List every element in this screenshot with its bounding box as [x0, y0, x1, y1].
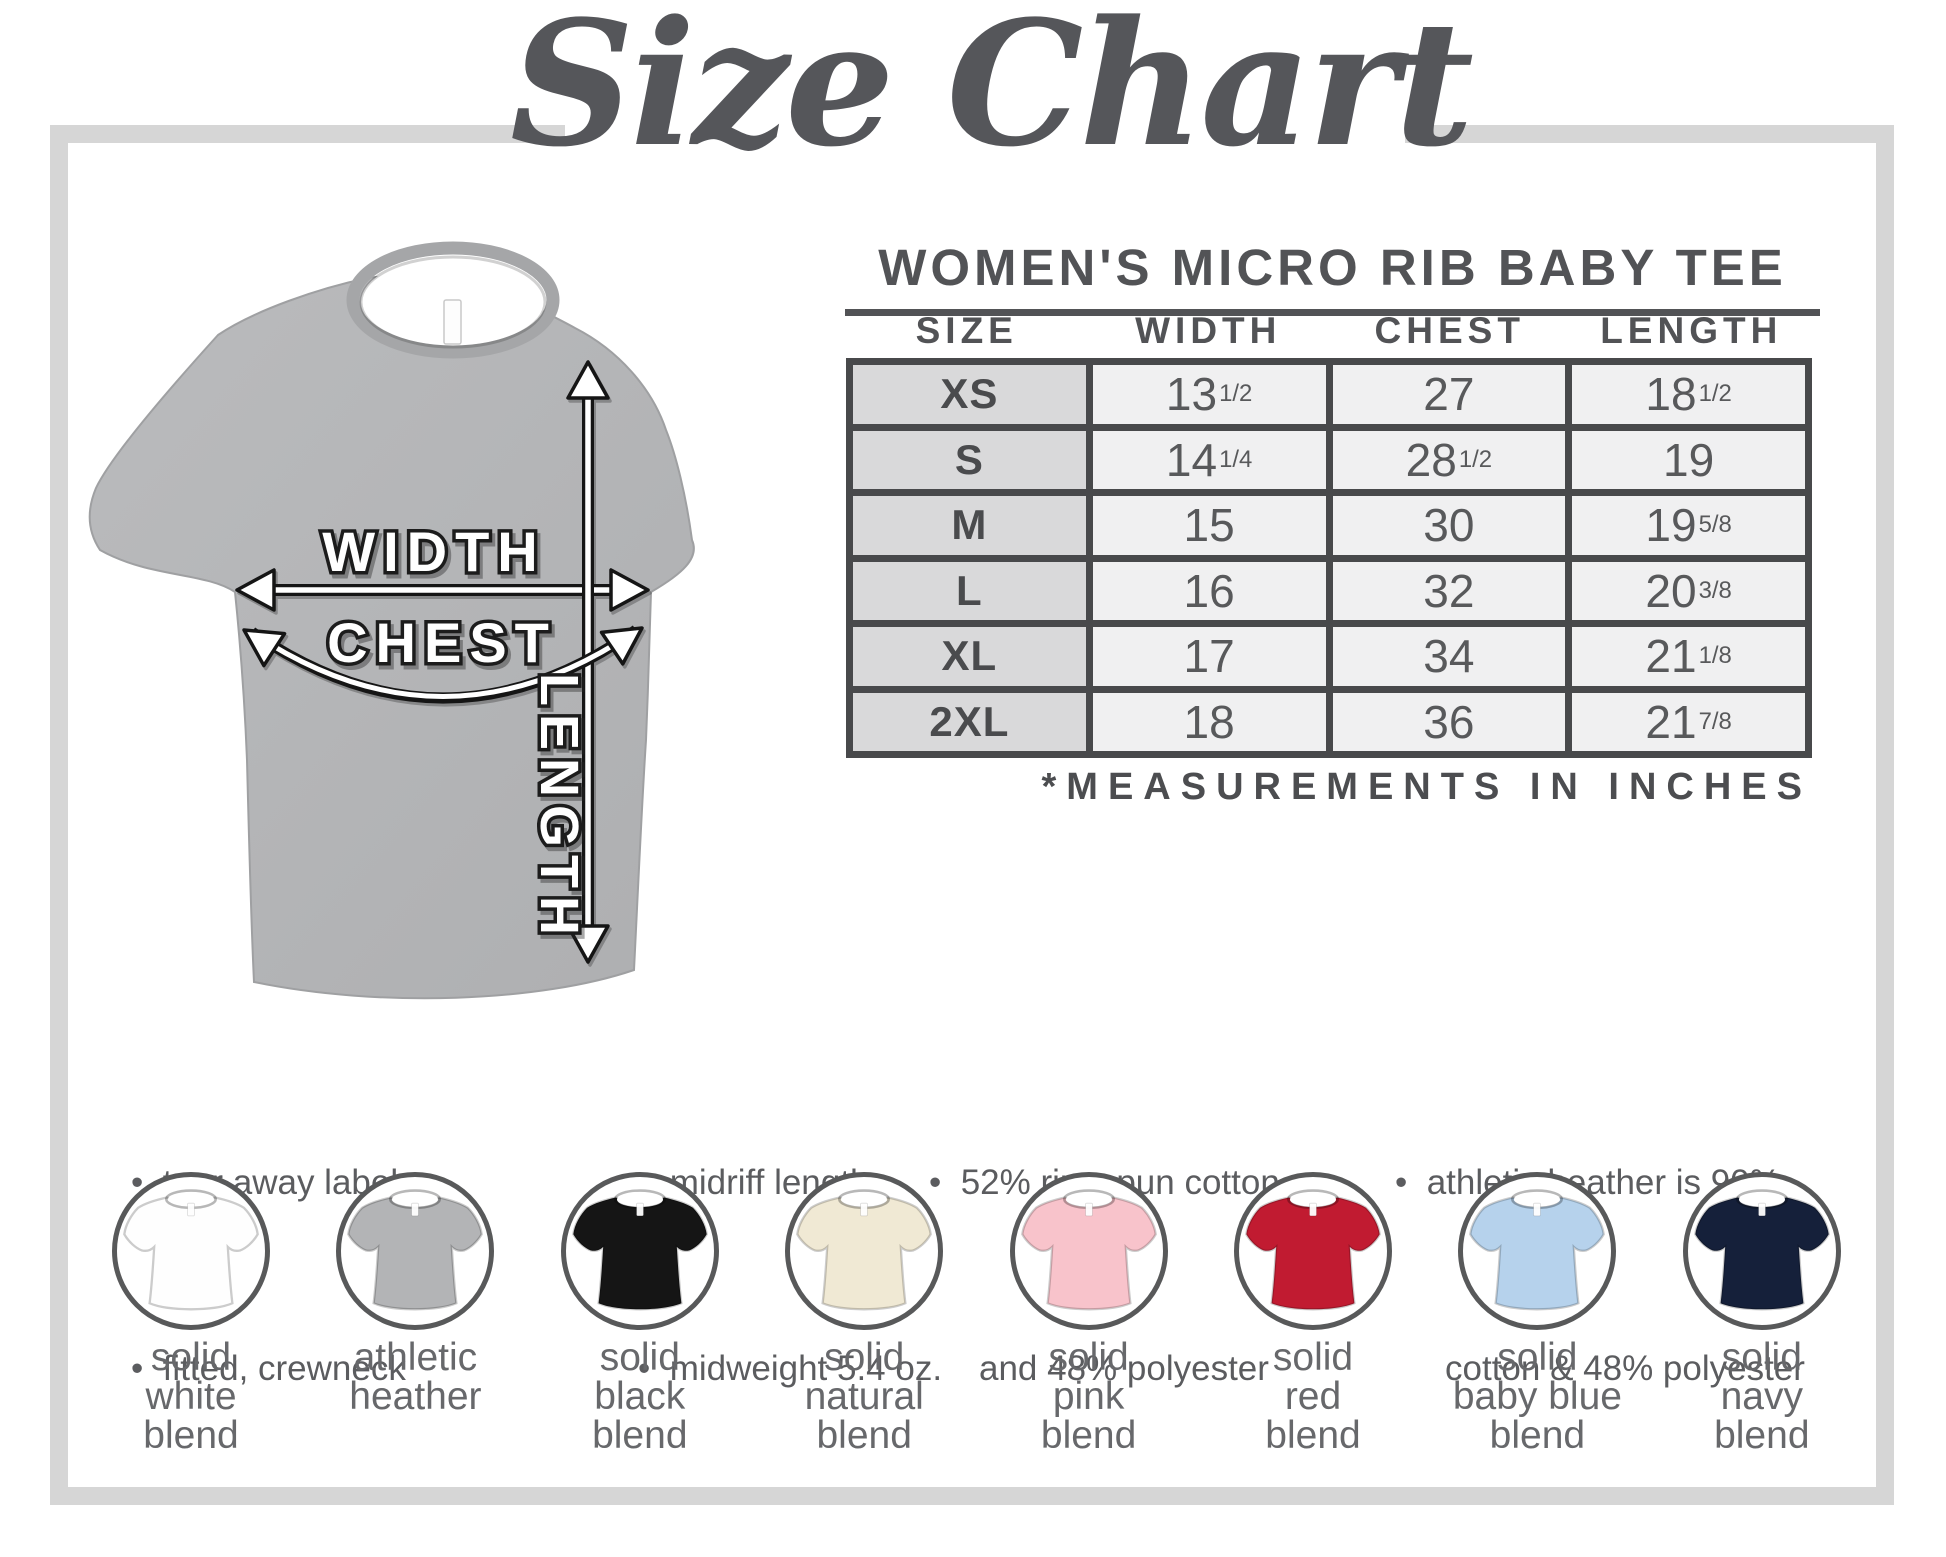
color-swatch: solid baby blue blend [1432, 1172, 1642, 1455]
table-cell-size: XS [853, 365, 1086, 424]
table-cell-value: 16 [1092, 561, 1326, 620]
swatch-label: solid red blend [1265, 1336, 1361, 1457]
table-cell-value: 18 1/2 [1572, 365, 1805, 424]
swatch-label: solid natural blend [804, 1336, 924, 1457]
swatch-circle [1682, 1172, 1841, 1330]
table-cell-value: 15 [1092, 496, 1326, 555]
swatch-label: solid baby blue blend [1452, 1336, 1622, 1457]
table-cell-value: 19 [1572, 430, 1805, 489]
tshirt-icon [571, 1188, 708, 1311]
feature-line: • fitted, crewneck [131, 1349, 406, 1388]
table-cell-value: 14 1/4 [1092, 430, 1326, 489]
tshirt-body [88, 241, 695, 1000]
table-column-headers: SIZE WIDTH CHEST LENGTH [846, 310, 1812, 352]
tshirt-icon [347, 1188, 484, 1311]
collar-tag [443, 299, 462, 345]
swatch-circle [560, 1172, 719, 1330]
tshirt-icon [1469, 1188, 1606, 1311]
tshirt-icon [796, 1188, 933, 1311]
color-swatch: solid white blend [86, 1172, 296, 1455]
measurements-note: *MEASUREMENTS IN INCHES [1041, 766, 1812, 808]
color-swatch: solid pink blend [984, 1172, 1194, 1455]
product-subtitle: WOMEN'S MICRO RIB BABY TEE [845, 238, 1820, 316]
tshirt-icon [1245, 1188, 1381, 1311]
color-swatch: athletic heather [310, 1172, 520, 1416]
swatch-label: athletic heather [349, 1336, 482, 1418]
swatch-circle [1009, 1172, 1168, 1330]
color-swatch: solid black blend [535, 1172, 745, 1455]
color-swatch: solid red blend [1208, 1172, 1418, 1455]
table-cell-value: 17 [1092, 627, 1326, 686]
page-title: Size Chart [509, 0, 1474, 185]
measurement-arrows [235, 360, 650, 964]
feature-line: and 48% polyester [979, 1349, 1269, 1388]
table-cell-value: 30 [1332, 496, 1566, 555]
table-cell-size: S [853, 430, 1086, 489]
table-cell-value: 28 1/2 [1332, 430, 1566, 489]
table-cell-value: 21 1/8 [1572, 627, 1805, 686]
table-cell-value: 27 [1332, 365, 1566, 424]
table-cell-value: 34 [1332, 627, 1566, 686]
swatch-label: solid pink blend [1040, 1336, 1137, 1457]
header-size: SIZE [915, 310, 1018, 351]
table-cell-value: 18 [1092, 692, 1326, 751]
feature-line: cotton & 48% polyester [1445, 1349, 1805, 1388]
table-cell-value: 21 7/8 [1572, 692, 1805, 751]
table-cell-value: 36 [1332, 692, 1566, 751]
border-frame [50, 125, 1894, 1505]
tshirt-icon [1020, 1188, 1157, 1311]
table-cell-value: 20 3/8 [1572, 561, 1805, 620]
chest-label: CHEST [327, 611, 557, 674]
color-swatch: solid natural blend [759, 1172, 969, 1455]
swatch-circle [785, 1172, 944, 1330]
size-table: XS 13 1/2 27 18 1/2 S 14 1/4 28 1/2 19 M 15 30 19 5/8 L 16… [846, 358, 1812, 758]
feature-line: • midweight 5.4 oz. [638, 1349, 943, 1388]
color-swatch: solid navy blend [1657, 1172, 1867, 1455]
swatch-label: solid black blend [592, 1336, 688, 1457]
swatch-label: solid navy blend [1714, 1336, 1810, 1457]
swatch-circle [1458, 1172, 1617, 1330]
swatch-circle [1234, 1172, 1392, 1330]
header-length: LENGTH [1600, 310, 1783, 351]
length-label: LENGTH [529, 673, 589, 943]
swatch-label: solid white blend [143, 1336, 239, 1457]
tshirt-icon [123, 1188, 259, 1311]
header-chest: CHEST [1374, 310, 1525, 351]
title-mask [565, 100, 1405, 170]
swatch-circle [112, 1172, 270, 1330]
swatch-circle [336, 1172, 495, 1330]
table-cell-size: L [853, 561, 1086, 620]
table-cell-value: 19 5/8 [1572, 496, 1805, 555]
table-cell-size: XL [853, 627, 1086, 686]
table-cell-value: 32 [1332, 561, 1566, 620]
table-cell-size: M [853, 496, 1086, 555]
table-cell-value: 13 1/2 [1092, 365, 1326, 424]
header-width: WIDTH [1135, 310, 1282, 351]
tshirt-measurement-diagram: WIDTH CHEST LENGTH [88, 241, 695, 1000]
width-label: WIDTH [322, 520, 546, 583]
table-cell-size: 2XL [853, 692, 1086, 751]
chest-arrow [242, 625, 644, 704]
tshirt-icon [1693, 1188, 1830, 1311]
width-arrow [235, 568, 650, 612]
